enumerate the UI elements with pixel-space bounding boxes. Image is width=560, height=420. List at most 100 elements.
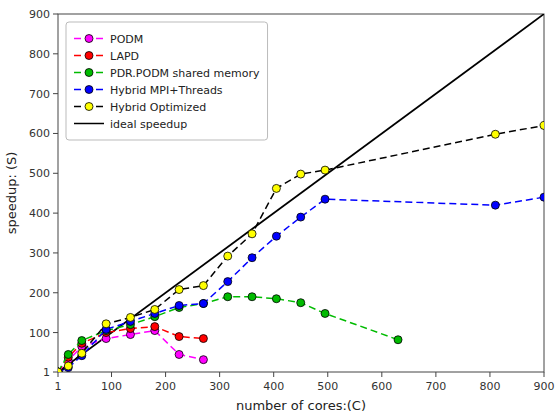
series-point <box>491 201 499 209</box>
x-tick-label: 400 <box>263 380 284 393</box>
x-tick <box>111 372 112 377</box>
x-tick-label: 500 <box>317 380 338 393</box>
series-point <box>224 252 232 260</box>
series-point <box>175 333 183 341</box>
plot-area <box>58 14 544 372</box>
series-point <box>321 309 329 317</box>
legend-label: Hybrid Optimized <box>110 101 206 114</box>
y-axis-label: speedup: (S) <box>4 152 19 235</box>
series-point <box>394 336 402 344</box>
x-tick <box>544 372 545 377</box>
series <box>58 327 207 372</box>
legend-marker <box>85 103 93 111</box>
series-point <box>58 368 62 372</box>
series-point <box>297 170 305 178</box>
legend-label: Hybrid MPI+Threads <box>110 84 223 97</box>
y-tick <box>53 213 58 214</box>
chart: 1 100 200 300 400 500 600 700 800 900 1 100 200 300 40… <box>0 0 560 420</box>
series-point <box>491 130 499 138</box>
series-point <box>151 305 159 313</box>
series-line <box>58 331 203 372</box>
series-point <box>297 213 305 221</box>
series <box>58 323 207 372</box>
y-tick-label: 600 <box>29 127 50 140</box>
series-line <box>58 327 203 372</box>
series-point <box>248 230 256 238</box>
x-tick-label: 900 <box>534 380 555 393</box>
x-tick <box>219 372 220 377</box>
axes: 1 100 200 300 400 500 600 700 800 900 1 100 200 300 40… <box>29 8 555 393</box>
x-tick <box>327 372 328 377</box>
series-point <box>321 195 329 203</box>
y-tick-label: 400 <box>29 207 50 220</box>
y-tick <box>53 252 58 253</box>
series <box>58 293 402 372</box>
plot-frame <box>58 14 544 372</box>
series-point <box>224 278 232 286</box>
legend-label: LAPD <box>110 50 139 63</box>
y-tick-label: 200 <box>29 287 50 300</box>
series-line <box>58 14 544 372</box>
series-line <box>58 197 544 372</box>
series-point <box>58 368 62 372</box>
x-tick-label: 1 <box>55 380 62 393</box>
series-point <box>199 300 207 308</box>
y-tick-label: 700 <box>29 88 50 101</box>
y-tick-label: 500 <box>29 167 50 180</box>
x-tick-label: 200 <box>155 380 176 393</box>
y-tick <box>53 53 58 54</box>
y-tick <box>53 133 58 134</box>
legend-label: ideal speedup <box>110 118 187 131</box>
series-point <box>199 282 207 290</box>
y-tick <box>53 292 58 293</box>
series-point <box>199 356 207 364</box>
series-point <box>175 286 183 294</box>
series <box>58 193 544 372</box>
legend-marker <box>85 35 93 43</box>
series-point <box>272 232 280 240</box>
series-point <box>248 293 256 301</box>
legend-marker <box>85 52 93 60</box>
x-tick-label: 100 <box>101 380 122 393</box>
x-tick-label: 600 <box>371 380 392 393</box>
series-point <box>540 193 544 201</box>
x-tick <box>381 372 382 377</box>
legend-line <box>74 123 104 125</box>
x-tick <box>165 372 166 377</box>
y-tick-label: 100 <box>29 327 50 340</box>
series-point <box>102 320 110 328</box>
y-tick-label: 1 <box>43 366 50 379</box>
legend: PODMLAPDPDR.PODM shared memoryHybrid MPI… <box>66 22 268 140</box>
x-tick-label: 700 <box>425 380 446 393</box>
legend-marker <box>85 69 93 77</box>
legend-marker <box>85 86 93 94</box>
y-tick-label: 300 <box>29 247 50 260</box>
x-tick <box>435 372 436 377</box>
series-point <box>58 368 62 372</box>
series-point <box>199 335 207 343</box>
series-point <box>78 337 86 345</box>
series-point <box>78 349 86 357</box>
legend-label: PODM <box>110 33 143 46</box>
y-tick <box>53 372 58 373</box>
series-point <box>151 323 159 331</box>
x-tick <box>58 372 59 377</box>
series-point <box>272 184 280 192</box>
series-point <box>175 350 183 358</box>
y-tick <box>53 173 58 174</box>
x-axis-label: number of cores:(C) <box>236 398 366 413</box>
y-tick <box>53 332 58 333</box>
y-tick <box>53 93 58 94</box>
x-tick-label: 800 <box>479 380 500 393</box>
series-point <box>126 313 134 321</box>
series-point <box>175 301 183 309</box>
series-point <box>199 300 207 308</box>
y-tick-label: 900 <box>29 8 50 21</box>
series-point <box>64 362 72 370</box>
series-point <box>58 368 62 372</box>
y-tick <box>53 14 58 15</box>
series-point <box>272 295 280 303</box>
series-point <box>321 166 329 174</box>
x-tick-label: 300 <box>209 380 230 393</box>
series-point <box>248 254 256 262</box>
